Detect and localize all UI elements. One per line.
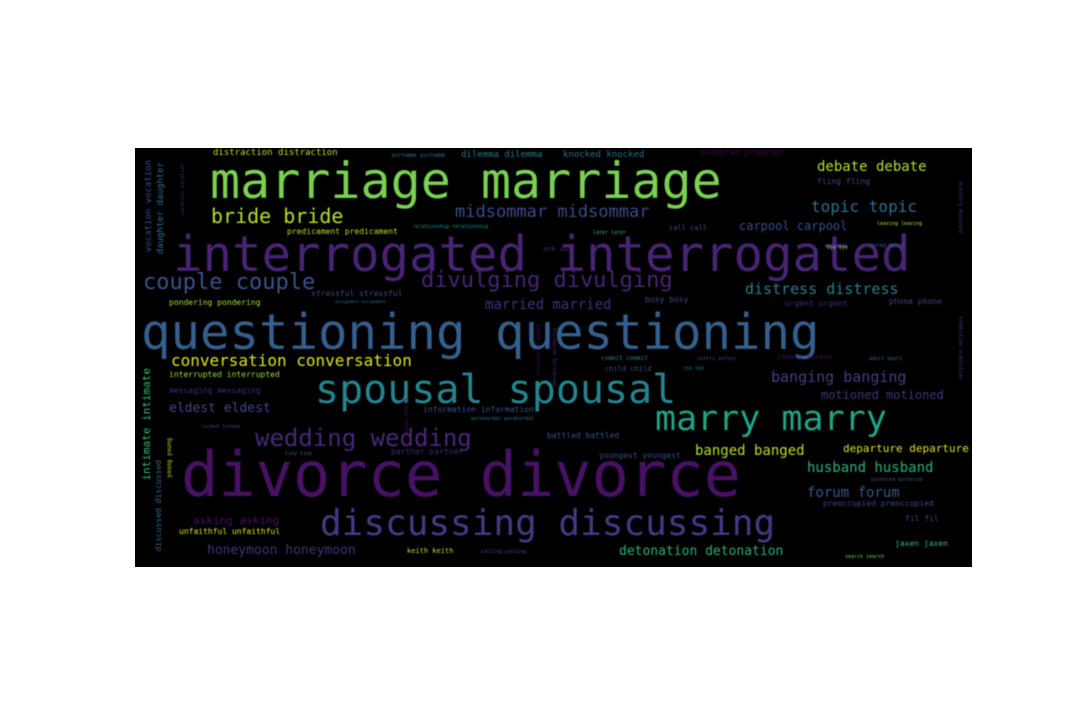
word-urgent: urgent urgent [785, 299, 848, 308]
word-banging: banging banging [771, 368, 907, 386]
word-ministry: ministry ministry [957, 182, 963, 234]
word-surname: surname surname [391, 152, 446, 159]
word-wedding: wedding wedding [255, 424, 472, 452]
word-bye: bye bye [827, 245, 849, 251]
word-later: later later [593, 230, 627, 236]
word-couple: couple couple [143, 270, 316, 295]
word-discussing: discussing discussing [320, 503, 776, 544]
word-debate: debate debate [817, 159, 927, 175]
word-jaxens: jaxens jaxens [777, 353, 832, 361]
word-youngest: youngest youngest [599, 451, 681, 460]
word-husband: husband husband [807, 460, 934, 476]
word-messaging: messaging messaging [169, 386, 261, 395]
word-fil: fil fil [905, 514, 939, 523]
word-interrupted: interrupted interrupted [169, 370, 280, 379]
word-daughter: daughter daughter [156, 162, 166, 255]
word-divorce: divorce divorce [181, 438, 741, 511]
word-pondering: pondering pondering [169, 298, 261, 307]
word-tiny: tiny tiny [285, 451, 313, 457]
word-detonation: detonation detonation [619, 544, 784, 559]
word-wondering: wondering wondering [552, 328, 558, 386]
word-assignment: assignment assignment [335, 299, 386, 304]
word-midsommar: midsommar midsommar [455, 202, 650, 222]
word-leaving: leaving leaving [877, 221, 923, 227]
word-bride: bride bride [211, 204, 344, 228]
word-marriage: marriage marriage [210, 152, 722, 210]
word-search: search search [845, 554, 885, 560]
word-bored: bored bored [871, 243, 905, 249]
word-stressed: stressed stressed [536, 324, 542, 376]
word-unfaithful: unfaithful unfaithful [179, 527, 281, 536]
word-eldest: eldest eldest [169, 401, 271, 416]
word-marry: marry marry [655, 399, 887, 439]
word-divulging: divulging divulging [421, 268, 673, 293]
word-intimate: intimate intimate [140, 368, 153, 481]
word-keith: keith keith [407, 547, 454, 555]
word-fling: fling fling [817, 177, 870, 186]
word-stressful: stressful stressful [311, 289, 403, 298]
word-tbh: tbh tbh [683, 366, 705, 372]
word-dilemma: dilemma dilemma [461, 150, 543, 160]
word-preoccupied: preoccupied preoccupied [823, 499, 934, 508]
word-spousal: spousal spousal [315, 367, 677, 413]
word-transition: transition transition [957, 316, 963, 380]
word-child: child child [605, 365, 652, 373]
word-vocation: vocation vocation [144, 160, 154, 253]
word-carpool: carpool carpool [739, 219, 848, 233]
word-married: married married [485, 297, 612, 313]
word-commit: commit commit [601, 355, 648, 362]
word-banged: banged banged [695, 443, 805, 459]
word-forum: forum forum [807, 485, 900, 501]
word-discussed: discussed discussed [154, 460, 163, 552]
word-information: information information [423, 405, 534, 414]
word-phone: phone phone [889, 297, 942, 306]
word-call: call call [669, 224, 707, 232]
word-young: young young [166, 438, 173, 478]
word-interrogated: interrogated interrogated [173, 226, 911, 283]
word-knocked: knocked knocked [563, 150, 645, 160]
word-prompted: prompted prompted [701, 148, 783, 157]
word-topic: topic topic [811, 197, 917, 216]
word-asking: asking asking [193, 514, 280, 527]
word-busy: busy busy [645, 295, 689, 304]
word-honeymoon: honeymoon honeymoon [207, 543, 356, 558]
word-conversation: conversation conversation [171, 351, 412, 370]
word-adult: adult adult [869, 356, 903, 362]
word-questioning: questioning questioning [141, 304, 820, 361]
word-relationship: relationship relationship [413, 224, 489, 230]
word-bothered: bothered bothered [871, 477, 923, 483]
word-battled: battled battled [547, 431, 620, 440]
word-safety: safety safety [697, 356, 737, 362]
word-partner: partner partner [391, 447, 464, 456]
word-vacation: vacation vacation [180, 164, 186, 216]
word-motioned: motioned motioned [821, 388, 944, 402]
word-calling: calling calling [481, 549, 527, 555]
word-paranormal: paranormal paranormal [471, 416, 535, 422]
word-cloud-image: marriage marriage interrogated interroga… [135, 148, 972, 567]
word-distraction: distraction distraction [213, 148, 338, 158]
word-jaxen: jaxen jaxen [895, 539, 948, 548]
word-departure: departure departure [843, 442, 969, 455]
word-heated: heated heated [404, 398, 410, 438]
word-ask: ask ask [543, 245, 573, 253]
word-locked: locked locked [201, 424, 241, 430]
word-predicament: predicament predicament [287, 227, 398, 236]
word-distress: distress distress [745, 280, 899, 298]
